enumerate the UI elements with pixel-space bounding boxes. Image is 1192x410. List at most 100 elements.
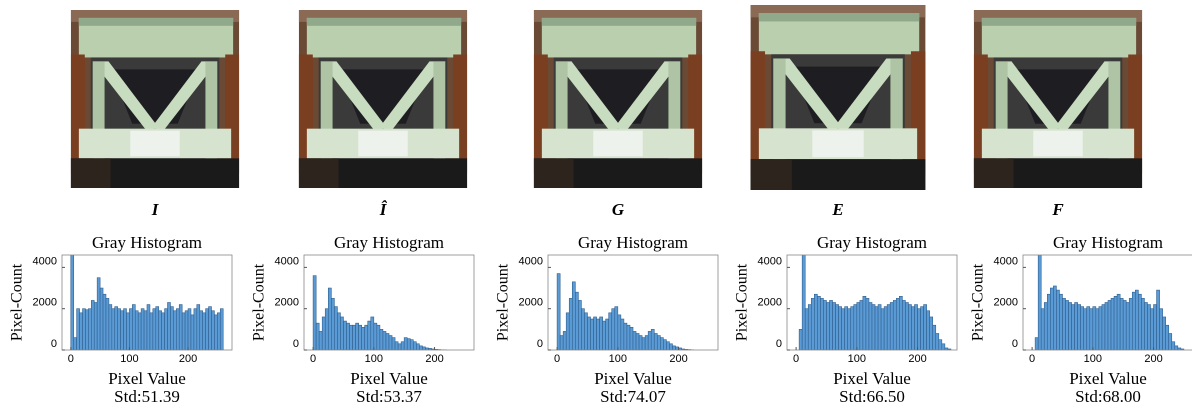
bar: [669, 344, 672, 350]
y-tick-label: 4000: [758, 255, 782, 267]
y-tick-label: 2000: [33, 297, 57, 309]
bar: [389, 336, 392, 350]
x-tick-label: 0: [793, 353, 799, 365]
image-label: F: [1051, 200, 1064, 219]
bar: [811, 298, 814, 350]
x-tick-label: 200: [425, 353, 443, 365]
bar: [575, 292, 578, 350]
bar: [356, 323, 359, 350]
bar: [624, 323, 627, 350]
chart-title: Gray Histogram: [817, 233, 927, 252]
bar: [1053, 286, 1056, 350]
bar: [911, 307, 914, 350]
bar: [176, 309, 179, 350]
bar: [830, 300, 833, 350]
image: [534, 10, 702, 188]
bar: [343, 321, 346, 350]
bar: [392, 338, 395, 350]
bar: [597, 319, 600, 350]
bar: [936, 333, 939, 350]
bar: [587, 317, 590, 350]
y-tick-label: 4000: [994, 255, 1018, 267]
bar: [890, 303, 893, 351]
bar: [857, 303, 860, 351]
image: [974, 10, 1142, 188]
bar: [875, 307, 878, 350]
bar: [419, 346, 422, 350]
y-axis-label: Pixel-Count: [970, 263, 987, 341]
bar: [666, 342, 669, 350]
bar: [1084, 309, 1087, 350]
x-tick-label: 100: [365, 353, 383, 365]
bar: [118, 309, 121, 350]
bar: [197, 305, 200, 350]
bar: [203, 313, 206, 350]
bar: [1157, 290, 1160, 350]
bar: [930, 317, 933, 350]
bar: [371, 317, 374, 350]
bar: [802, 247, 805, 350]
bar: [97, 278, 100, 350]
bar: [401, 342, 404, 350]
y-tick-label: 0: [537, 338, 543, 350]
bar: [848, 309, 851, 350]
chart-title: Gray Histogram: [578, 233, 688, 252]
bars: [799, 247, 951, 350]
image-label: E: [831, 200, 843, 219]
x-axis-label: Pixel Value: [350, 369, 428, 388]
figure: I0200040000100200Gray HistogramPixel Val…: [0, 0, 1192, 410]
bar: [1081, 307, 1084, 350]
bar: [328, 288, 331, 350]
x-tick-label: 100: [1084, 353, 1102, 365]
bar: [808, 305, 811, 350]
x-tick-label: 0: [68, 353, 74, 365]
bar: [1096, 309, 1099, 350]
bar: [88, 309, 91, 350]
bar: [144, 311, 147, 350]
bar: [377, 325, 380, 350]
bar: [814, 294, 817, 350]
image: [751, 5, 926, 190]
bar: [422, 347, 425, 350]
bar: [609, 313, 612, 350]
chart-title: Gray Histogram: [334, 233, 444, 252]
image-label: Î: [379, 200, 388, 219]
chart-title: Gray Histogram: [1053, 233, 1163, 252]
bar: [1044, 303, 1047, 351]
bar: [915, 305, 918, 350]
bar: [353, 325, 356, 350]
bar: [340, 317, 343, 350]
image: [299, 10, 467, 188]
bar: [77, 309, 80, 350]
bar: [1114, 296, 1117, 350]
x-tick-label: 100: [609, 353, 627, 365]
bar: [633, 331, 636, 350]
bar: [893, 300, 896, 350]
bar: [621, 319, 624, 350]
y-tick-label: 4000: [519, 255, 543, 267]
y-tick-label: 0: [776, 338, 782, 350]
bar: [896, 298, 899, 350]
bar: [1135, 290, 1138, 350]
bar: [91, 300, 94, 350]
bar: [1078, 305, 1081, 350]
bar: [654, 333, 657, 350]
bars: [557, 274, 694, 350]
bar: [591, 319, 594, 350]
bar: [1132, 292, 1135, 350]
bar: [1141, 298, 1144, 350]
bar: [129, 309, 132, 350]
x-tick-label: 0: [554, 353, 560, 365]
bar: [612, 309, 615, 350]
bar: [325, 309, 328, 350]
bar: [1059, 294, 1062, 350]
bar: [383, 331, 386, 350]
bar: [1035, 338, 1038, 350]
bar: [200, 311, 203, 350]
bar: [80, 313, 83, 350]
bar: [1129, 298, 1132, 350]
bar: [863, 296, 866, 350]
